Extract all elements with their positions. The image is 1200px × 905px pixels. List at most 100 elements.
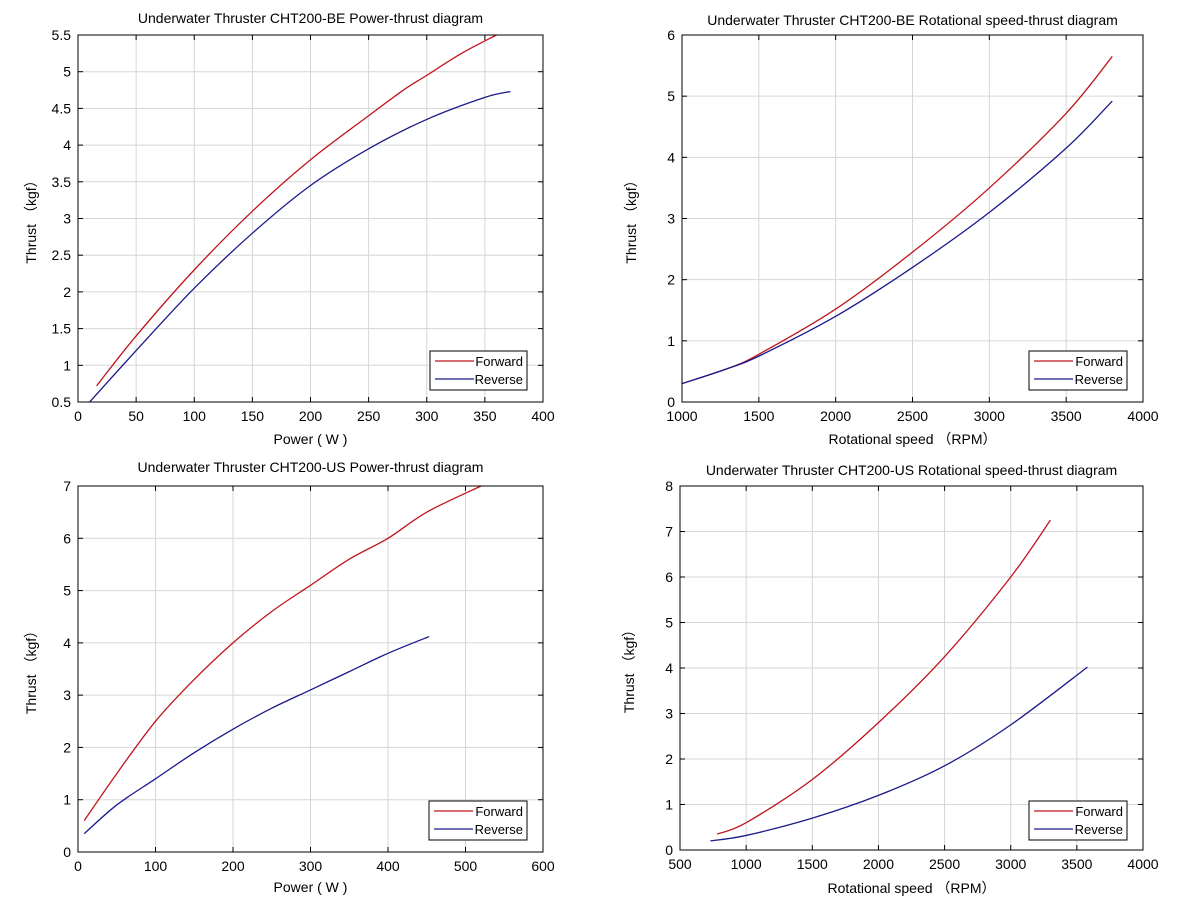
x-tick-label: 1500 [797,856,828,872]
y-axis-label: Thrust （kgf） [23,624,39,714]
y-tick-label: 5 [667,88,675,104]
x-tick-label: 100 [144,858,168,874]
x-tick-label: 600 [531,858,555,874]
x-tick-label: 3000 [995,856,1026,872]
legend-box [429,350,528,391]
y-tick-label: 6 [667,27,675,43]
legend: Forward Reverse [429,350,528,391]
legend-box [428,800,528,841]
legend: Forward Reverse [1028,800,1128,841]
y-tick-label: 5 [63,64,71,80]
chart-panel-be-rpm: 1000 1500 2000 2500 3000 3500 4000 0 1 2 3 4 5 6 Under… [600,0,1200,450]
series-line-reverse [83,635,430,835]
x-tick-label: 3500 [1061,856,1092,872]
x-tick-label: 400 [531,408,555,424]
y-tick-label: 3 [667,211,675,227]
chart-svg-us-power: 0 100 200 300 400 500 600 0 1 2 3 4 5 6 7 Underwater Th… [23,459,555,895]
series-line-forward [83,485,482,822]
y-tick-label: 3 [63,687,71,703]
y-axis-label: Thrust （kgf） [23,173,39,263]
legend-label-forward: Forward [475,354,523,369]
x-tick-label: 2500 [929,856,960,872]
y-tick-label: 1 [667,333,675,349]
x-tick-label: 2000 [820,408,851,424]
y-tick-label: 1.5 [52,321,72,337]
x-tick-label: 0 [74,858,82,874]
chart-title: Underwater Thruster CHT200-BE Rotational… [707,12,1118,28]
x-tick-label: 1500 [743,408,774,424]
y-tick-label: 3 [665,706,673,722]
y-tick-label: 5 [665,615,673,631]
y-tick-label: 6 [63,530,71,546]
y-tick-label: 7 [665,524,673,540]
x-tick-label: 100 [183,408,207,424]
x-tick-label: 350 [473,408,497,424]
legend-label-reverse: Reverse [1075,372,1123,387]
series-line-reverse [710,666,1088,842]
y-tick-label: 0 [667,394,675,410]
y-tick-label: 6 [665,569,673,585]
x-axis-label: Power ( W ) [274,431,348,447]
legend: Forward Reverse [1028,350,1128,391]
legend-label-reverse: Reverse [1075,822,1123,837]
y-tick-label: 0 [63,844,71,860]
chart-title: Underwater Thruster CHT200-US Rotational… [706,462,1117,478]
chart-svg-us-rpm: 500 1000 1500 2000 2500 3000 3500 4000 0 1 2 3 4 5 6 7 8… [621,462,1159,896]
y-tick-label: 2 [667,272,675,288]
y-tick-label: 7 [63,478,71,494]
y-tick-label: 5.5 [52,27,72,43]
x-tick-label: 250 [357,408,381,424]
y-tick-label: 2 [665,751,673,767]
chart-title: Underwater Thruster CHT200-US Power-thru… [138,459,484,475]
x-tick-label: 3500 [1051,408,1082,424]
y-tick-label: 1 [63,792,71,808]
y-tick-label: 4 [63,137,71,153]
x-tick-label: 4000 [1127,408,1158,424]
y-tick-label: 4 [667,149,675,165]
x-tick-label: 2000 [863,856,894,872]
legend-box [1028,800,1128,841]
x-axis-label: Power ( W ) [274,879,348,895]
x-tick-label: 500 [454,858,478,874]
y-tick-label: 0.5 [52,394,72,410]
chart-panel-us-power: 0 100 200 300 400 500 600 0 1 2 3 4 5 6 7 Underwater Th… [0,450,600,900]
series-line-reverse [89,90,511,403]
legend: Forward Reverse [428,800,528,841]
x-tick-label: 300 [415,408,439,424]
y-tick-label: 2 [63,739,71,755]
series-line-forward [716,519,1051,835]
x-tick-label: 2500 [897,408,928,424]
y-tick-label: 2.5 [52,247,72,263]
x-tick-label: 0 [74,408,82,424]
x-tick-label: 50 [128,408,144,424]
x-tick-label: 400 [376,858,400,874]
y-tick-label: 5 [63,583,71,599]
chart-panel-be-power: 0 50 100 150 200 250 300 350 400 0.5 1 1.5 2 2.5 3 3.5 4… [0,0,600,450]
x-axis-label: Rotational speed （RPM） [827,880,995,896]
y-tick-label: 1 [665,797,673,813]
legend-label-reverse: Reverse [475,372,523,387]
chart-svg-be-power: 0 50 100 150 200 250 300 350 400 0.5 1 1.5 2 2.5 3 3.5 4… [23,10,555,447]
x-axis-label: Rotational speed （RPM） [828,431,996,447]
x-tick-label: 200 [299,408,323,424]
y-tick-label: 3.5 [52,174,72,190]
x-tick-label: 300 [299,858,323,874]
x-tick-label: 1000 [666,408,697,424]
y-tick-label: 4.5 [52,100,72,116]
series-line-reverse [681,100,1113,385]
y-tick-label: 0 [665,842,673,858]
legend-label-forward: Forward [475,804,523,819]
legend-box [1028,350,1128,391]
legend-label-reverse: Reverse [475,822,523,837]
x-tick-label: 200 [221,858,245,874]
x-tick-label: 3000 [974,408,1005,424]
y-tick-label: 4 [63,635,71,651]
chart-title: Underwater Thruster CHT200-BE Power-thru… [138,10,483,26]
y-axis-label: Thrust （kgf） [621,623,637,713]
series-line-forward [96,34,497,387]
x-tick-label: 150 [241,408,265,424]
y-tick-label: 1 [63,357,71,373]
legend-label-forward: Forward [1075,804,1123,819]
y-tick-label: 8 [665,478,673,494]
chart-panel-us-rpm: 500 1000 1500 2000 2500 3000 3500 4000 0 1 2 3 4 5 6 7 8… [600,450,1200,900]
